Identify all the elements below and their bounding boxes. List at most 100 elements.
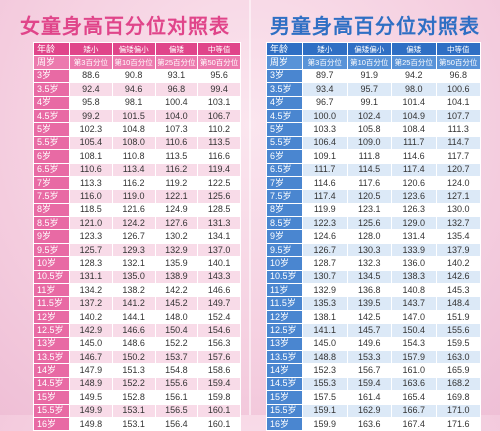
girls-height-cell: 149.5: [69, 390, 113, 405]
girls-height-cell: 106.7: [197, 108, 241, 124]
boys-age-cell: 13.5岁: [266, 349, 303, 365]
boys-header-p50: 中等值: [435, 41, 481, 57]
boys-height-cell: 105.8: [346, 122, 392, 137]
boys-height-cell: 165.9: [435, 363, 481, 378]
boys-height-cell: 133.9: [391, 242, 437, 258]
boys-height-cell: 100.0: [302, 108, 348, 124]
boys-height-cell: 126.3: [391, 202, 437, 218]
boys-height-cell: 114.5: [346, 162, 392, 177]
boys-height-cell: 107.7: [435, 108, 481, 124]
girls-table-row: 15岁 149.5 152.8 156.1 159.8: [33, 390, 241, 405]
girls-table-row: 8岁 118.5 121.6 124.9 128.5: [33, 202, 241, 218]
boys-height-cell: 147.0: [391, 309, 437, 325]
girls-header-age: 年龄: [33, 41, 70, 57]
boys-height-cell: 124.6: [302, 229, 348, 244]
boys-subheader-p3: 第3百分位: [302, 55, 348, 70]
boys-height-cell: 123.6: [391, 189, 437, 204]
boys-table-head: 年龄 矮小 偏矮偏小 偏矮 中等值 周岁 第3百分位 第10百分位 第25百分位…: [266, 41, 481, 70]
boys-height-cell: 132.7: [435, 216, 481, 231]
boys-table-row: 10.5岁 130.7 134.5 138.3 142.6: [266, 269, 481, 285]
girls-height-cell: 123.3: [69, 229, 113, 244]
boys-age-cell: 7.5岁: [266, 189, 303, 204]
boys-height-cell: 91.9: [346, 68, 392, 84]
boys-height-cell: 161.4: [346, 390, 392, 405]
boys-height-cell: 111.7: [302, 162, 348, 177]
boys-height-cell: 156.7: [346, 363, 392, 378]
girls-height-cell: 116.2: [111, 175, 156, 191]
boys-height-cell: 119.9: [302, 202, 348, 218]
girls-table-row: 14岁 147.9 151.3 154.8 158.6: [33, 363, 241, 378]
boys-height-cell: 129.0: [391, 216, 437, 231]
girls-height-cell: 108.0: [111, 135, 156, 151]
girls-table-row: 3.5岁 92.4 94.6 96.8 99.4: [33, 82, 241, 97]
boys-table-row: 8.5岁 122.3 125.6 129.0 132.7: [266, 216, 481, 231]
girls-height-cell: 157.6: [197, 349, 241, 365]
boys-table-row: 11岁 132.9 136.8 140.8 145.3: [266, 283, 481, 298]
boys-height-cell: 106.4: [302, 135, 348, 151]
boys-table-row: 7岁 114.6 117.6 120.6 124.0: [266, 175, 481, 191]
girls-height-cell: 152.8: [111, 390, 156, 405]
girls-height-cell: 152.2: [154, 336, 199, 351]
boys-age-cell: 6岁: [266, 149, 303, 164]
boys-height-cell: 120.7: [435, 162, 481, 177]
boys-height-cell: 130.7: [302, 269, 348, 285]
girls-height-cell: 125.6: [197, 189, 241, 204]
girls-height-cell: 152.2: [111, 376, 156, 392]
girls-height-cell: 159.8: [197, 390, 241, 405]
girls-height-cell: 110.8: [111, 149, 156, 164]
boys-height-cell: 166.7: [391, 403, 437, 418]
girls-height-cell: 121.0: [69, 216, 113, 231]
girls-height-cell: 122.1: [154, 189, 199, 204]
boys-height-cell: 132.9: [302, 283, 348, 298]
boys-age-cell: 15岁: [266, 390, 303, 405]
girls-age-cell: 11.5岁: [33, 296, 70, 311]
girls-height-cell: 141.2: [111, 296, 156, 311]
boys-table-row: 5岁 103.3 105.8 108.4 111.3: [266, 122, 481, 137]
girls-height-cell: 148.9: [69, 376, 113, 392]
girls-height-cell: 124.2: [111, 216, 156, 231]
girls-height-cell: 156.4: [154, 416, 199, 431]
boys-height-cell: 136.0: [391, 256, 437, 271]
boys-table-row: 6岁 109.1 111.8 114.6 117.7: [266, 149, 481, 164]
girls-height-cell: 154.8: [154, 363, 199, 378]
girls-height-cell: 150.4: [154, 323, 199, 338]
girls-height-cell: 158.6: [197, 363, 241, 378]
girls-height-cell: 125.7: [69, 242, 113, 258]
boys-age-cell: 9.5岁: [266, 242, 303, 258]
girls-height-cell: 104.0: [154, 108, 199, 124]
girls-height-cell: 160.1: [197, 403, 241, 418]
boys-height-cell: 101.4: [391, 95, 437, 110]
boys-height-cell: 127.1: [435, 189, 481, 204]
girls-subheader-p10: 第10百分位: [111, 55, 156, 70]
girls-height-cell: 99.2: [69, 108, 113, 124]
boys-height-cell: 98.0: [391, 82, 437, 97]
girls-height-cell: 127.6: [154, 216, 199, 231]
boys-height-cell: 163.6: [346, 416, 392, 431]
boys-height-cell: 109.0: [346, 135, 392, 151]
boys-height-cell: 141.1: [302, 323, 348, 338]
girls-header-row: 年龄 矮小 偏矮偏小 偏矮 中等值: [33, 41, 241, 57]
boys-age-cell: 7岁: [266, 175, 303, 191]
boys-height-cell: 137.9: [435, 242, 481, 258]
boys-age-cell: 11岁: [266, 283, 303, 298]
boys-height-cell: 100.6: [435, 82, 481, 97]
girls-height-cell: 142.2: [154, 283, 199, 298]
girls-table-row: 4岁 95.8 98.1 100.4 103.1: [33, 95, 241, 110]
boys-height-cell: 167.4: [391, 416, 437, 431]
girls-height-cell: 153.1: [111, 416, 156, 431]
panel-divider: [249, 0, 251, 415]
girls-table-row: 12岁 140.2 144.1 148.0 152.4: [33, 309, 241, 325]
boys-height-cell: 165.4: [391, 390, 437, 405]
boys-height-cell: 104.1: [435, 95, 481, 110]
boys-height-cell: 128.0: [346, 229, 392, 244]
girls-height-cell: 150.2: [111, 349, 156, 365]
girls-height-cell: 94.6: [111, 82, 156, 97]
girls-height-cell: 153.1: [111, 403, 156, 418]
girls-height-cell: 134.1: [197, 229, 241, 244]
girls-table-row: 12.5岁 142.9 146.6 150.4 154.6: [33, 323, 241, 338]
boys-height-cell: 142.6: [435, 269, 481, 285]
girls-height-cell: 137.2: [69, 296, 113, 311]
girls-height-cell: 138.2: [111, 283, 156, 298]
boys-age-cell: 11.5岁: [266, 296, 303, 311]
girls-table-row: 8.5岁 121.0 124.2 127.6 131.3: [33, 216, 241, 231]
